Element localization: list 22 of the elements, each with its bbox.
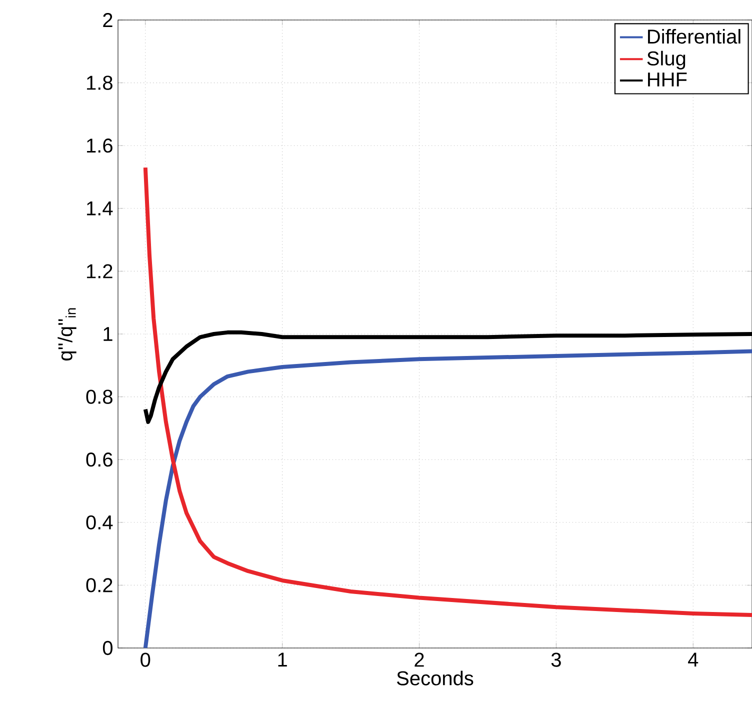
y-tick-label: 0 bbox=[102, 640, 112, 656]
line-series bbox=[143, 349, 752, 648]
legend-label: Differential bbox=[648, 29, 740, 44]
y-tick-label: 2 bbox=[103, 13, 112, 27]
x-tick-label: 0 bbox=[140, 652, 150, 667]
y-axis-title: q''/q''$_{in}$ bbox=[58, 308, 76, 360]
x-tick-label: 2 bbox=[414, 652, 424, 667]
y-tick-label: 0.4 bbox=[86, 515, 113, 530]
y-tick-label: 0.6 bbox=[86, 452, 112, 467]
x-tick-label: 1 bbox=[278, 652, 287, 666]
legend-label: HHF bbox=[648, 72, 687, 86]
x-axis-title: Seconds bbox=[396, 670, 474, 686]
x-tick-label: 3 bbox=[551, 652, 561, 667]
y-tick-label: 0.2 bbox=[86, 578, 112, 592]
y-tick-label: 0.8 bbox=[86, 390, 112, 404]
y-tick-label: 1.6 bbox=[87, 138, 112, 153]
y-tick-label: 1.2 bbox=[87, 264, 112, 278]
y-tick-label: 1.8 bbox=[87, 76, 112, 90]
y-tick-label: 1 bbox=[104, 327, 112, 341]
y-tick-label: 1.4 bbox=[87, 202, 113, 216]
legend-label: Slug bbox=[647, 50, 686, 70]
x-tick-label: 4 bbox=[688, 652, 698, 666]
